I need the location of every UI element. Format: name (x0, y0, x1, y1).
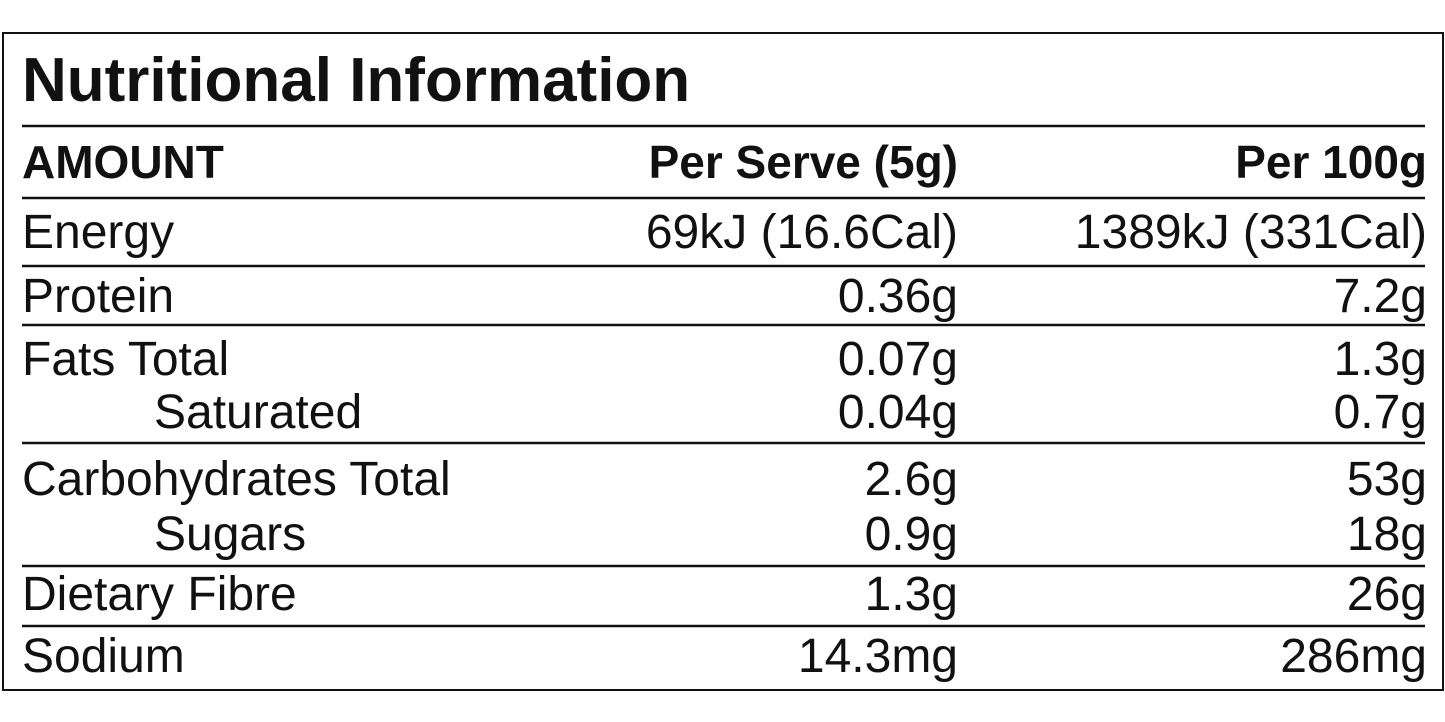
nutrient-label: Energy (22, 206, 174, 259)
header-cell: Per 100g (1235, 136, 1427, 188)
nutrient-value: 1.3g (1334, 333, 1427, 386)
nutrient-value: 2.6g (865, 453, 958, 506)
nutrient-label: Dietary Fibre (22, 568, 297, 621)
nutrient-label: Sodium (22, 630, 185, 683)
nutrient-value: 53g (1347, 453, 1427, 506)
nutrient-label: Fats Total (22, 333, 229, 386)
nutrient-value: 1.3g (865, 568, 958, 621)
nutrient-value: 0.36g (838, 270, 958, 323)
nutrient-value: 0.7g (1334, 386, 1427, 439)
header-cell: AMOUNT (22, 136, 224, 188)
nutrient-value: 0.07g (838, 333, 958, 386)
nutrient-value: 286mg (1280, 630, 1427, 683)
nutrient-value: 0.04g (838, 386, 958, 439)
nutrient-label: Saturated (154, 386, 362, 439)
nutrient-label: Carbohydrates Total (22, 453, 451, 506)
header-cell: Per Serve (5g) (649, 136, 958, 188)
panel-border (2, 32, 1444, 691)
nutrient-value: 69kJ (16.6Cal) (646, 206, 958, 259)
nutrient-value: 18g (1347, 508, 1427, 561)
nutrient-label: Sugars (154, 508, 306, 561)
nutrient-value: 7.2g (1334, 270, 1427, 323)
nutrient-value: 1389kJ (331Cal) (1075, 206, 1427, 259)
panel-title: Nutritional Information (22, 46, 690, 115)
nutrient-value: 0.9g (865, 508, 958, 561)
nutrient-label: Protein (22, 270, 174, 323)
nutrient-value: 26g (1347, 568, 1427, 621)
nutrient-value: 14.3mg (798, 630, 958, 683)
